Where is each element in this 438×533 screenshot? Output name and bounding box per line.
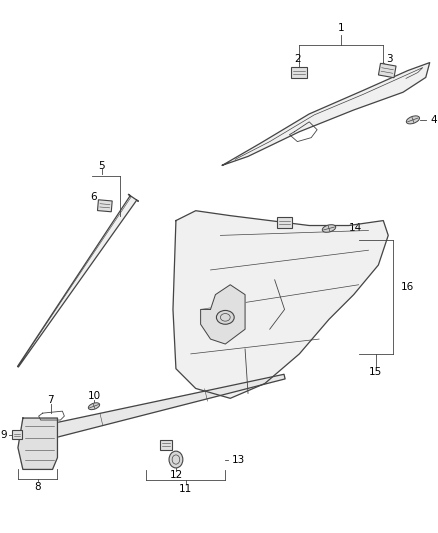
Ellipse shape (169, 451, 183, 468)
Text: 12: 12 (170, 470, 183, 480)
Ellipse shape (172, 455, 180, 464)
Text: 13: 13 (232, 455, 245, 465)
Text: 8: 8 (35, 482, 41, 492)
Text: 5: 5 (99, 161, 105, 171)
Bar (291, 67, 307, 78)
Bar (11, 431, 22, 439)
Polygon shape (18, 195, 138, 367)
Text: 7: 7 (47, 395, 54, 405)
Text: 15: 15 (369, 367, 382, 377)
Bar (277, 216, 292, 229)
Text: 2: 2 (294, 54, 301, 63)
Bar (98, 200, 112, 212)
Polygon shape (173, 211, 388, 398)
Text: 3: 3 (386, 54, 392, 63)
Ellipse shape (322, 225, 336, 232)
Text: 11: 11 (179, 484, 192, 494)
Polygon shape (21, 374, 285, 446)
Text: 6: 6 (91, 192, 97, 202)
Polygon shape (201, 285, 245, 344)
Ellipse shape (216, 310, 234, 324)
Ellipse shape (88, 403, 99, 410)
Text: 10: 10 (88, 391, 101, 401)
Text: 16: 16 (401, 282, 414, 292)
Polygon shape (223, 62, 430, 165)
Polygon shape (18, 418, 57, 470)
Text: 9: 9 (0, 430, 7, 440)
Text: 1: 1 (338, 23, 345, 33)
Text: 14: 14 (349, 223, 362, 233)
Ellipse shape (406, 116, 420, 124)
Bar (160, 440, 172, 450)
Ellipse shape (220, 313, 230, 321)
Text: 4: 4 (431, 115, 437, 125)
Bar (378, 63, 396, 78)
